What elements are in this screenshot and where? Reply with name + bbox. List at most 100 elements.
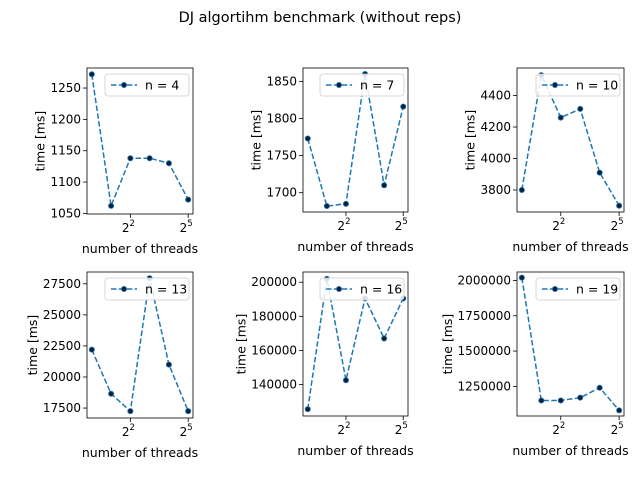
x-tick-exponent: 2 bbox=[560, 217, 565, 227]
data-point bbox=[185, 408, 192, 415]
x-tick-label: 22 bbox=[552, 421, 565, 437]
legend-marker bbox=[121, 82, 128, 89]
y-axis-label: time [ms] bbox=[33, 111, 48, 172]
legend-marker bbox=[335, 285, 342, 292]
x-axis-label: number of threads bbox=[297, 443, 413, 458]
y-tick-label: 180000 bbox=[251, 309, 297, 323]
legend-box bbox=[535, 277, 621, 301]
y-axis-label: time [ms] bbox=[440, 314, 455, 375]
x-tick-label: 25 bbox=[395, 421, 408, 437]
legend-box bbox=[319, 277, 405, 301]
x-tick-label: 22 bbox=[552, 217, 565, 233]
data-point bbox=[596, 384, 603, 391]
data-point bbox=[88, 346, 95, 353]
y-tick-label: 20000 bbox=[43, 370, 81, 384]
x-tick-label: 22 bbox=[122, 423, 135, 439]
legend: n = 16 bbox=[319, 277, 405, 301]
y-tick-label: 2000000 bbox=[458, 273, 511, 287]
axes-frame bbox=[86, 271, 194, 419]
x-tick-label: 22 bbox=[337, 421, 350, 437]
data-point bbox=[304, 406, 311, 413]
legend-label: n = 13 bbox=[145, 282, 187, 297]
data-point bbox=[381, 335, 388, 342]
legend-box bbox=[104, 277, 190, 301]
data-point bbox=[342, 200, 349, 207]
x-tick-exponent: 2 bbox=[560, 421, 565, 431]
data-point bbox=[165, 160, 172, 167]
legend-box bbox=[104, 73, 190, 97]
x-tick-exponent: 5 bbox=[618, 421, 623, 431]
x-tick-exponent: 2 bbox=[345, 217, 350, 227]
legend-marker bbox=[552, 285, 559, 292]
y-tick-label: 22500 bbox=[43, 339, 81, 353]
x-tick-label: 25 bbox=[180, 423, 193, 439]
x-tick-exponent: 2 bbox=[129, 423, 134, 433]
x-tick-label: 25 bbox=[611, 217, 624, 233]
y-tick-label: 1750 bbox=[266, 149, 297, 163]
legend-box bbox=[319, 73, 405, 97]
data-point bbox=[518, 186, 525, 193]
y-tick-label: 1150 bbox=[50, 144, 81, 158]
axes-frame bbox=[302, 271, 409, 417]
y-tick-label: 1050 bbox=[50, 206, 81, 220]
legend-label: n = 19 bbox=[576, 282, 618, 297]
y-axis-label: time [ms] bbox=[249, 110, 264, 171]
series-line bbox=[521, 277, 620, 411]
y-tick-label: 1800 bbox=[266, 111, 297, 125]
y-tick-label: 1250000 bbox=[458, 379, 511, 393]
x-tick-exponent: 2 bbox=[345, 421, 350, 431]
x-axis-label: number of threads bbox=[82, 241, 198, 256]
data-point bbox=[577, 105, 584, 112]
data-point bbox=[342, 377, 349, 384]
data-point bbox=[616, 202, 623, 209]
axes-frame bbox=[86, 67, 194, 215]
data-point bbox=[185, 196, 192, 203]
legend-marker bbox=[552, 82, 559, 89]
data-point bbox=[557, 397, 564, 404]
y-tick-label: 140000 bbox=[251, 377, 297, 391]
y-tick-label: 4200 bbox=[480, 120, 511, 134]
y-tick-label: 1700 bbox=[266, 186, 297, 200]
x-axis-label: number of threads bbox=[297, 239, 413, 254]
data-point bbox=[108, 390, 115, 397]
legend-box bbox=[535, 73, 621, 97]
series-line bbox=[91, 278, 189, 413]
data-point bbox=[538, 397, 545, 404]
legend: n = 10 bbox=[535, 73, 621, 97]
legend-marker bbox=[121, 285, 128, 292]
data-point bbox=[557, 114, 564, 121]
data-point bbox=[165, 361, 172, 368]
y-tick-label: 1100 bbox=[50, 175, 81, 189]
data-point bbox=[596, 169, 603, 176]
y-tick-label: 200000 bbox=[251, 275, 297, 289]
data-point bbox=[381, 182, 388, 189]
y-tick-label: 160000 bbox=[251, 343, 297, 357]
y-tick-label: 1500000 bbox=[458, 344, 511, 358]
data-point bbox=[88, 71, 95, 78]
legend-label: n = 7 bbox=[360, 78, 394, 93]
x-tick-exponent: 5 bbox=[187, 423, 192, 433]
x-tick-exponent: 5 bbox=[402, 217, 407, 227]
x-tick-label: 22 bbox=[337, 217, 350, 233]
legend: n = 13 bbox=[104, 277, 190, 301]
x-tick-exponent: 2 bbox=[129, 219, 134, 229]
legend-label: n = 4 bbox=[145, 78, 179, 93]
x-tick-exponent: 5 bbox=[402, 421, 407, 431]
series-line bbox=[307, 73, 404, 207]
x-tick-exponent: 5 bbox=[618, 217, 623, 227]
y-tick-label: 1250 bbox=[50, 81, 81, 95]
data-point bbox=[577, 394, 584, 401]
legend-label: n = 10 bbox=[576, 78, 618, 93]
axes-frame bbox=[516, 271, 625, 417]
legend: n = 4 bbox=[104, 73, 190, 97]
axes-frame bbox=[516, 67, 625, 213]
y-tick-label: 25000 bbox=[43, 308, 81, 322]
y-axis-label: time [ms] bbox=[25, 315, 40, 376]
data-point bbox=[108, 202, 115, 209]
y-tick-label: 27500 bbox=[43, 277, 81, 291]
legend-marker bbox=[335, 82, 342, 89]
x-axis-label: number of threads bbox=[512, 443, 628, 458]
